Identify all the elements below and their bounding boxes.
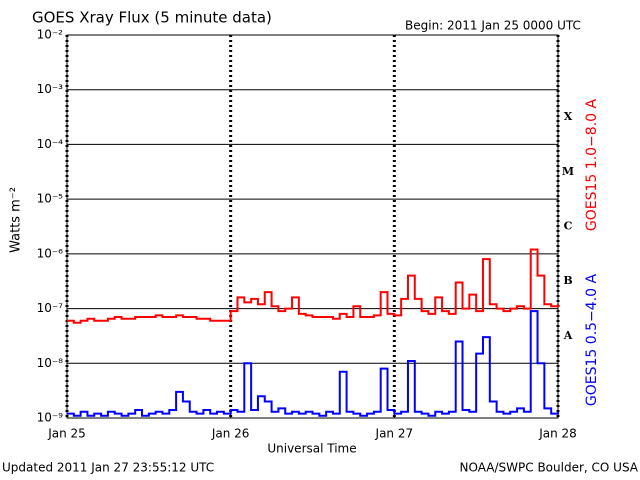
x-tick-label: Jan 25: [47, 427, 86, 441]
x-axis-label: Universal Time: [267, 442, 356, 456]
series-line: [67, 310, 559, 417]
y-axis-label: Watts m⁻²: [9, 187, 24, 253]
chart-subtitle: Begin: 2011 Jan 25 0000 UTC: [405, 19, 581, 33]
plot-frame: [66, 34, 559, 419]
footer-left: Updated 2011 Jan 27 23:55:12 UTC: [2, 461, 214, 475]
flare-class-label: M: [562, 165, 574, 178]
x-tick-label: Jan 26: [211, 427, 250, 441]
flare-class-label: C: [564, 220, 573, 233]
y-tick-label: 10⁻³: [37, 82, 64, 96]
y-tick-label: 10⁻⁶: [37, 246, 64, 260]
chart-title: GOES Xray Flux (5 minute data): [32, 9, 272, 27]
y-tick-label: 10⁻⁴: [37, 137, 64, 151]
x-tick-label: Jan 27: [375, 427, 414, 441]
footer-right: NOAA/SWPC Boulder, CO USA: [460, 461, 639, 475]
flare-class-label: A: [563, 329, 573, 342]
y-tick-label: 10⁻²: [37, 28, 64, 42]
legend-label: GOES15 1.0−8.0 A: [584, 99, 600, 232]
flare-class-label: B: [563, 274, 572, 287]
x-tick-label: Jan 28: [538, 427, 577, 441]
series-line: [67, 248, 559, 324]
legend-label: GOES15 0.5−4.0 A: [584, 274, 600, 407]
y-tick-label: 10⁻⁵: [37, 192, 64, 206]
flare-class-label: X: [564, 110, 573, 123]
y-tick-label: 10⁻⁹: [37, 411, 64, 425]
y-tick-label: 10⁻⁸: [37, 356, 64, 370]
y-tick-label: 10⁻⁷: [37, 301, 64, 315]
